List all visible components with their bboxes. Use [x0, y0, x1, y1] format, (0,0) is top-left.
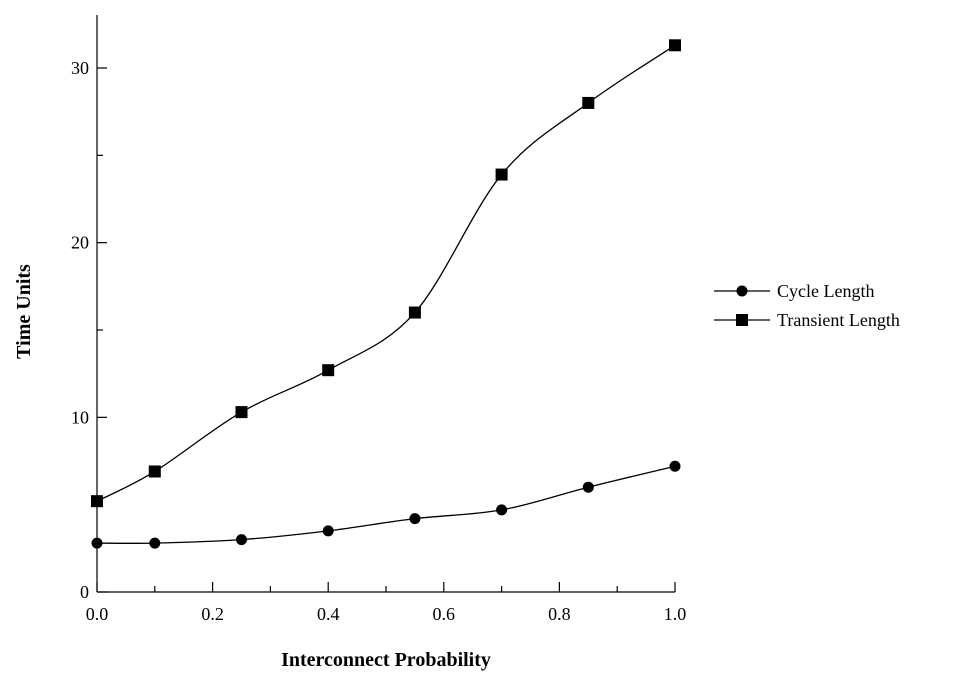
cycle-length-point	[322, 525, 334, 537]
y-axis-title: Time Units	[13, 264, 35, 359]
legend: Cycle Length Transient Length	[714, 281, 900, 330]
x-tick-label: 0.8	[548, 604, 571, 624]
transient-length-point	[495, 168, 508, 181]
series-transient-length	[91, 39, 681, 508]
transient-length-point	[322, 364, 335, 377]
transient-length-point	[669, 39, 681, 52]
transient-length-point	[148, 465, 161, 478]
cycle-length-point	[496, 504, 508, 516]
y-tick-label: 0	[80, 582, 89, 602]
y-tick-label: 20	[71, 233, 89, 253]
cycle-length-point	[149, 537, 161, 549]
legend-marker	[736, 314, 748, 326]
transient-length-point	[235, 406, 248, 419]
y-tick-label: 30	[71, 58, 89, 78]
cycle-length-point	[669, 460, 681, 472]
transient-length-point	[408, 306, 421, 319]
cycle-length-point	[91, 537, 103, 549]
legend-item-cycle-length: Cycle Length	[714, 281, 874, 301]
x-tick-label: 0.4	[317, 604, 340, 624]
cycle-length-point	[582, 481, 594, 493]
legend-marker	[736, 285, 748, 297]
legend-label: Cycle Length	[777, 281, 874, 301]
x-tick-label: 0.0	[86, 604, 109, 624]
ticks: 0.0 0.2 0.4 0.6 0.8 1.0 0 10 20 30	[71, 58, 686, 624]
cycle-length-point	[409, 513, 421, 525]
cycle-length-point	[236, 534, 247, 546]
x-tick-label: 0.2	[201, 604, 224, 624]
cycle-length-line	[96, 465, 676, 544]
legend-label: Transient Length	[777, 310, 900, 330]
series-cycle-length	[91, 460, 681, 549]
transient-length-line	[96, 44, 676, 502]
x-tick-label: 0.6	[433, 604, 456, 624]
x-tick-label: 1.0	[664, 604, 687, 624]
legend-item-transient-length: Transient Length	[714, 310, 900, 330]
y-tick-label: 10	[71, 407, 89, 427]
transient-length-point	[91, 495, 103, 508]
x-axis-title: Interconnect Probability	[281, 649, 491, 671]
series	[91, 39, 681, 549]
transient-length-point	[582, 96, 595, 109]
